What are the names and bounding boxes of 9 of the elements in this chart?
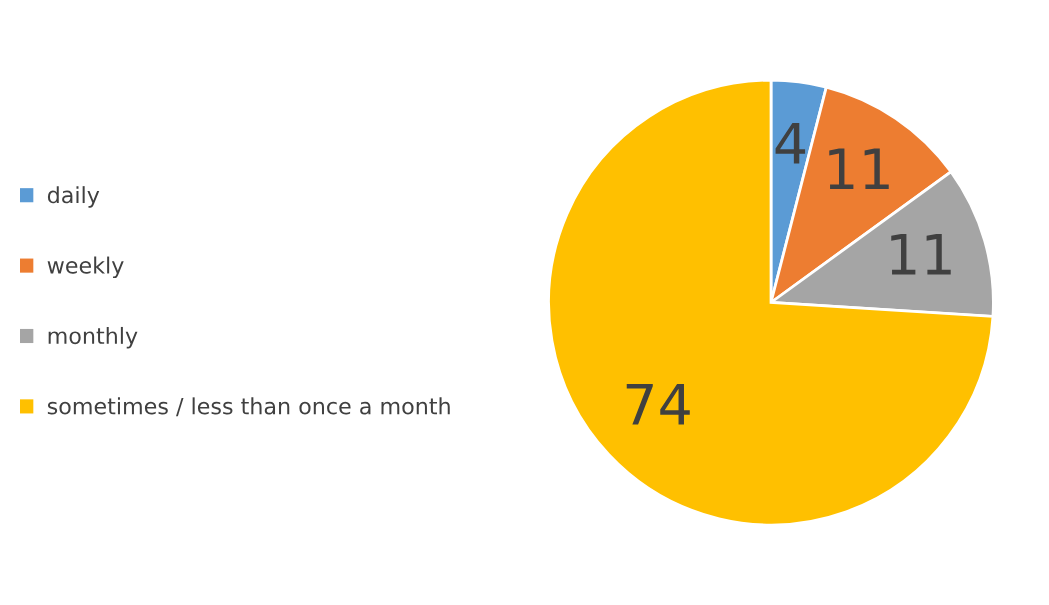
data-label: 4 bbox=[775, 122, 806, 164]
legend-label: sometimes / less than once a month bbox=[47, 397, 450, 417]
data-label: 74 bbox=[626, 383, 690, 425]
legend-label: weekly bbox=[47, 256, 124, 279]
data-label: 11 bbox=[891, 233, 951, 275]
legend-label: daily bbox=[47, 186, 100, 208]
pie-slice bbox=[547, 78, 995, 527]
data-label: 11 bbox=[829, 148, 889, 190]
legend-label: monthly bbox=[48, 326, 138, 349]
